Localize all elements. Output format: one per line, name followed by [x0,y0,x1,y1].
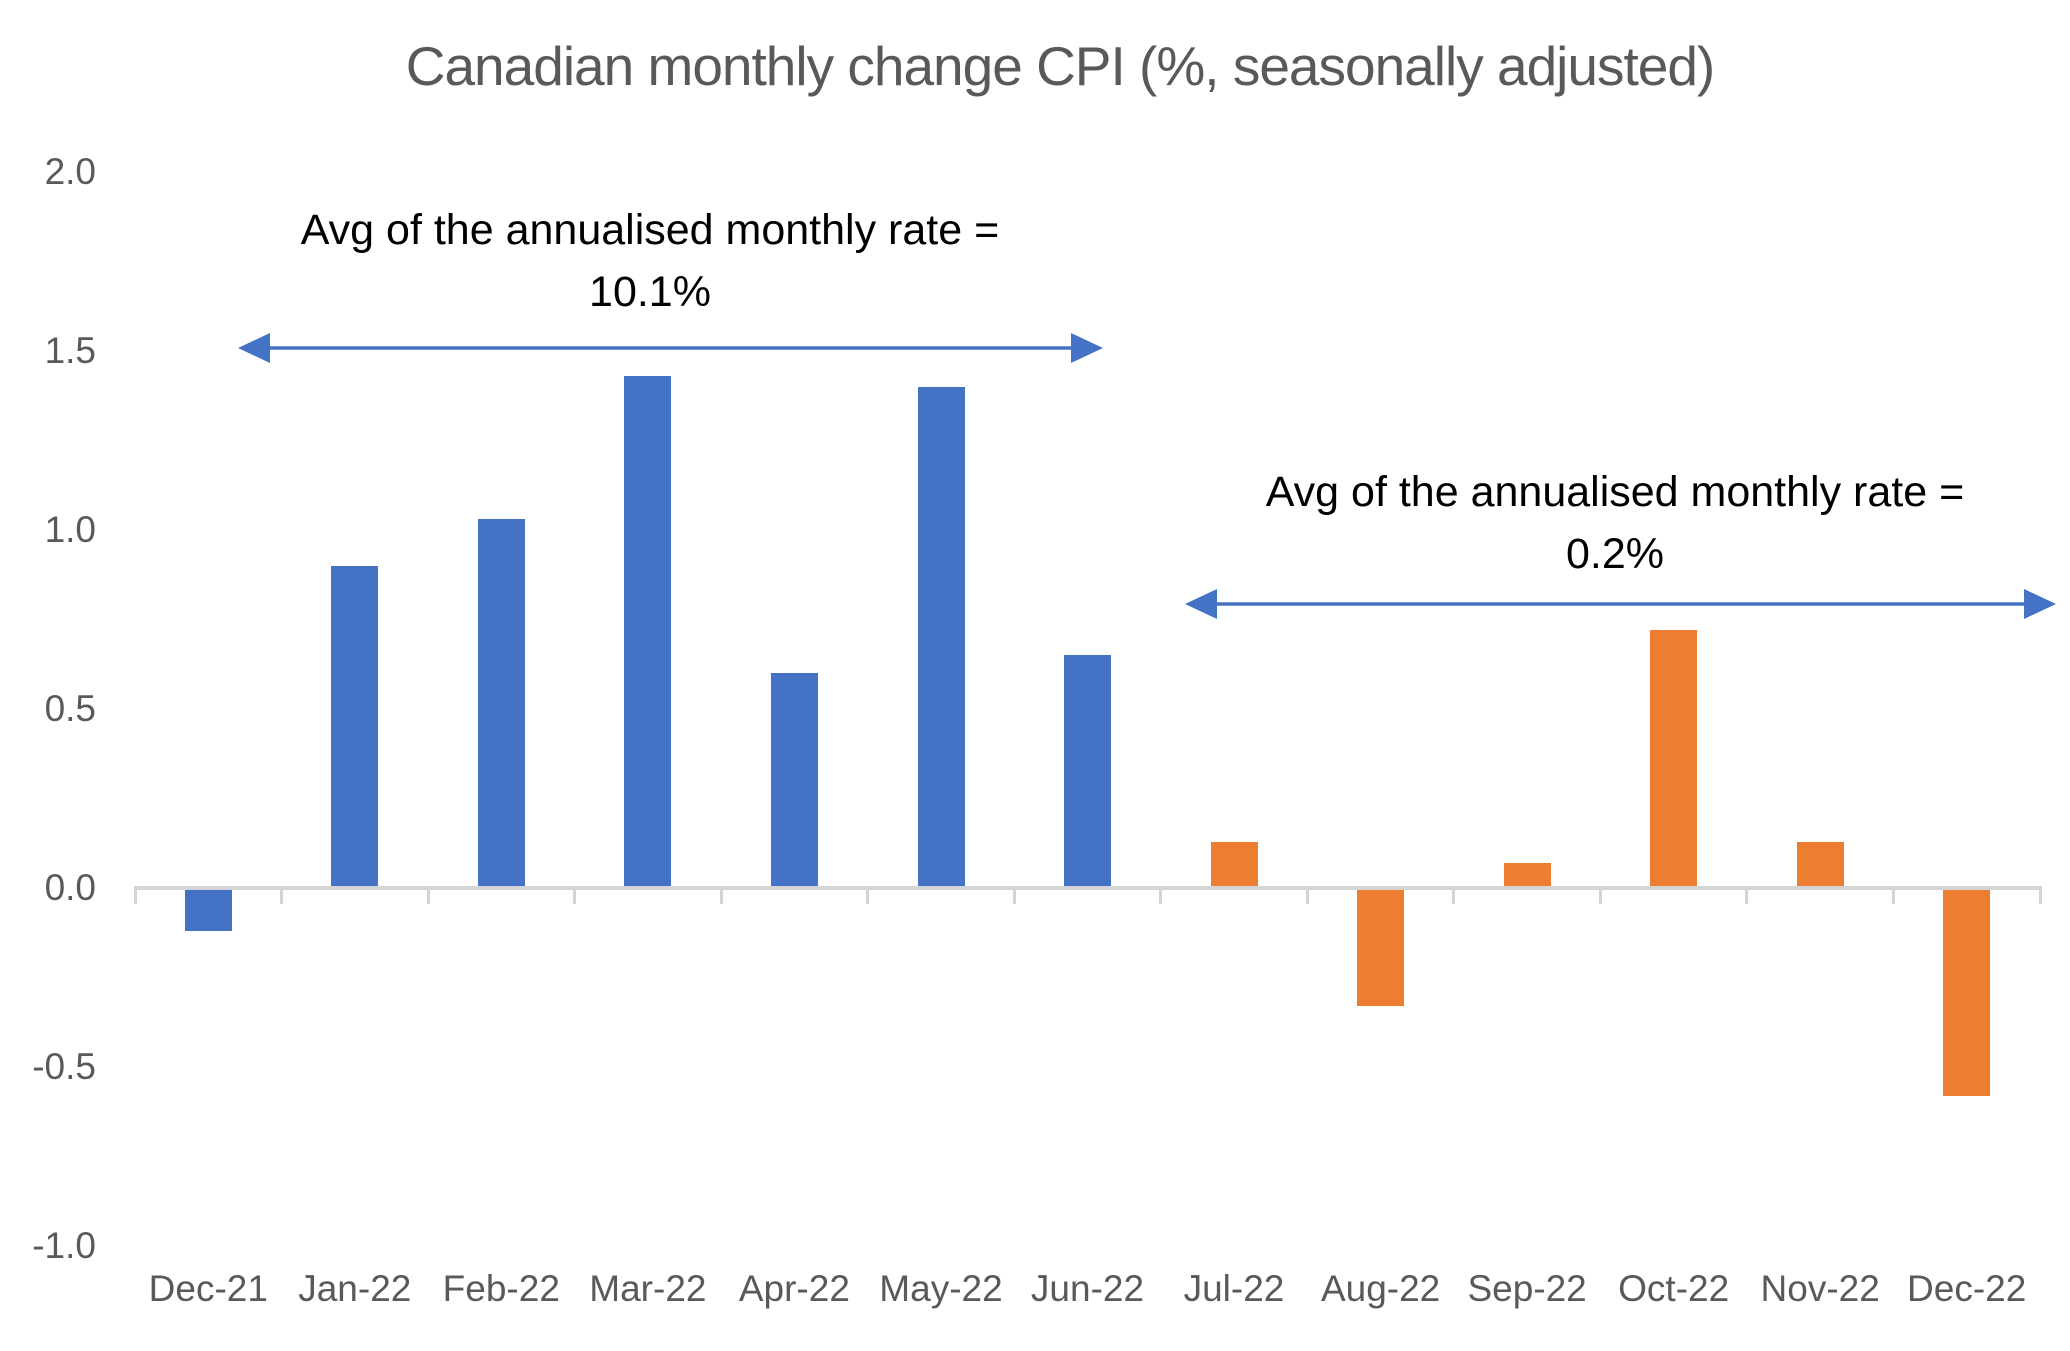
x-label-Sep-22: Sep-22 [1467,1268,1587,1309]
x-axis-tick [133,886,137,904]
x-label-Aug-22: Aug-22 [1320,1268,1441,1309]
x-axis-tick [1892,886,1895,904]
bar-Aug-22 [1357,888,1405,1007]
bar-May-22 [917,386,965,888]
y-label--1.0: -1.0 [32,1225,96,1266]
x-label-Mar-22: Mar-22 [589,1268,707,1309]
chart-title: Canadian monthly change CPI (%, seasonal… [405,35,1716,97]
bar-Feb-22 [477,519,525,888]
bar-Sep-22 [1503,862,1551,888]
x-axis-tick [2038,886,2042,904]
x-label-May-22: May-22 [879,1268,1003,1309]
y-label--0.5: -0.5 [32,1046,96,1087]
x-axis-tick [573,886,577,904]
annotation-avg-left-value: 10.1% [589,268,711,316]
annotation-avg-right-value: 0.2% [1565,530,1664,578]
x-axis-tick [280,886,283,904]
x-axis-tick [1598,886,1602,904]
annotation-avg-right-text: Avg of the annualised monthly rate = [1265,468,1965,516]
x-label-Oct-22: Oct-22 [1618,1268,1730,1309]
annotation-avg-left-text: Avg of the annualised monthly rate = [300,206,1000,254]
x-axis-tick [1745,886,1749,904]
x-axis-tick [1012,886,1016,904]
bar-Jul-22 [1210,841,1258,888]
x-label-Dec-21: Dec-21 [148,1268,268,1309]
bar-Dec-21 [184,888,232,931]
bar-Nov-22 [1796,841,1844,888]
x-axis-tick [866,886,870,904]
x-label-Nov-22: Nov-22 [1760,1268,1880,1309]
x-axis-tick [1305,886,1309,904]
bar-Dec-22 [1943,888,1991,1096]
annotation-avg-left: Avg of the annualised monthly rate = 10.… [200,199,1100,323]
x-label-Feb-22: Feb-22 [442,1268,560,1309]
bar-Apr-22 [770,673,818,888]
bar-Oct-22 [1650,630,1698,888]
y-label-2.0: 2.0 [44,151,96,192]
x-label-Jul-22: Jul-22 [1183,1268,1285,1309]
bar-Jan-22 [331,565,379,888]
bar-Jun-22 [1064,655,1111,888]
x-axis-tick [1159,886,1163,904]
y-label-1.5: 1.5 [44,330,96,371]
annotation-avg-right: Avg of the annualised monthly rate = 0.2… [1165,461,2065,585]
y-label-0.0: 0.0 [44,867,96,908]
x-axis-tick [426,886,430,904]
y-label-1.0: 1.0 [44,509,96,550]
x-label-Jan-22: Jan-22 [298,1268,412,1309]
avg-range-arrow-left-period [238,333,1103,363]
bar-Mar-22 [624,376,672,888]
x-label-Dec-22: Dec-22 [1907,1268,2027,1309]
x-axis-tick [719,886,723,904]
x-label-Jun-22: Jun-22 [1030,1268,1145,1309]
x-label-Apr-22: Apr-22 [738,1268,850,1309]
x-axis-tick [1452,886,1456,904]
y-label-0.5: 0.5 [44,688,96,729]
x-axis-line [135,886,2040,890]
avg-range-arrow-right-period [1185,589,2056,619]
